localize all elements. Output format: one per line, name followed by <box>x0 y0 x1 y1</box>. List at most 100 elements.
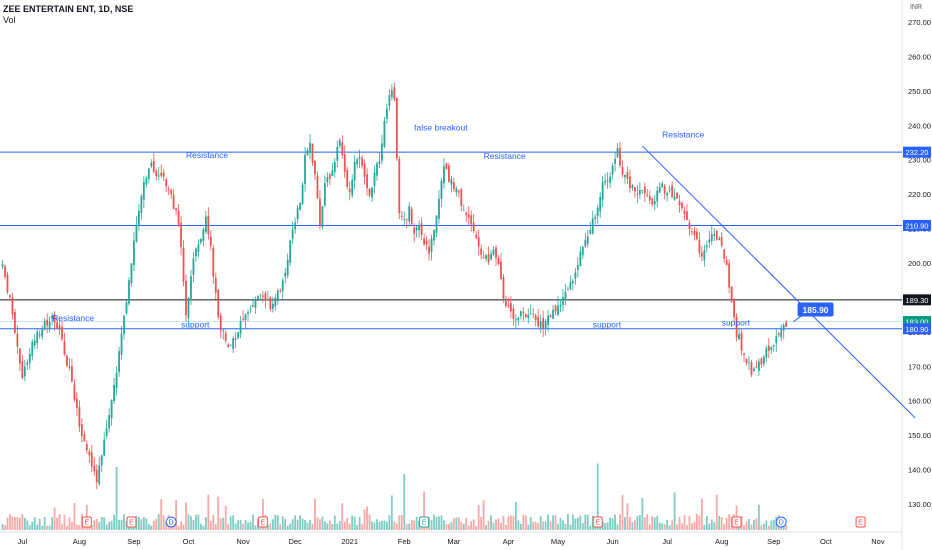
earnings-marker: E <box>126 516 137 528</box>
volume-bar <box>514 501 517 530</box>
candle-body <box>452 182 455 190</box>
candle <box>629 169 631 193</box>
candle <box>338 138 341 149</box>
candle-body <box>569 281 572 290</box>
volume-bar <box>549 521 552 530</box>
candle-body <box>775 336 778 344</box>
candle <box>619 141 621 168</box>
candle <box>661 180 664 188</box>
candle-body <box>770 347 773 351</box>
time-tick-label: May <box>551 537 565 546</box>
candle-body <box>157 175 160 177</box>
volume-bar <box>433 514 435 530</box>
candle <box>336 140 339 168</box>
volume-bar <box>190 516 192 530</box>
symbol-title[interactable]: ZEE ENTERTAIN ENT, 1D, NSE <box>3 4 134 14</box>
candle <box>480 244 483 260</box>
candle <box>683 206 686 221</box>
candle-body <box>376 163 378 176</box>
candle-body <box>599 197 602 212</box>
volume-bar <box>197 514 200 530</box>
candle <box>433 229 435 246</box>
candle-body <box>656 190 659 202</box>
candle <box>740 329 743 356</box>
candle-body <box>415 227 418 231</box>
candle-body <box>700 252 703 257</box>
volume-bar <box>683 515 686 530</box>
volume-bar <box>182 524 185 530</box>
volume-bar <box>224 506 227 530</box>
volume-bar <box>398 515 401 530</box>
candle <box>207 207 210 240</box>
candle <box>443 157 445 189</box>
candle <box>381 134 383 165</box>
candle-body <box>661 183 664 187</box>
volume-bar <box>14 517 16 530</box>
candle <box>423 233 425 247</box>
candle-body <box>760 358 763 365</box>
volume-bar <box>651 516 654 530</box>
candle <box>723 249 726 264</box>
volume-bar <box>4 525 6 530</box>
candle-body <box>90 452 93 467</box>
candle-body <box>658 187 661 193</box>
candle <box>492 246 495 257</box>
candle-body <box>723 249 726 259</box>
candle <box>539 314 542 333</box>
candle-body <box>574 272 577 280</box>
candle-body <box>227 344 230 347</box>
volume-bar <box>321 516 324 530</box>
candle <box>301 182 304 206</box>
candle-body <box>681 202 683 208</box>
volume-bar <box>162 515 165 530</box>
candle <box>200 238 202 245</box>
candle-body <box>462 209 465 211</box>
candle-body <box>683 210 686 215</box>
candle-body <box>113 385 115 402</box>
candle-body <box>80 424 83 436</box>
candle <box>217 288 220 320</box>
candle-body <box>58 325 61 330</box>
candle <box>274 293 277 311</box>
volume-bar <box>219 518 222 530</box>
candle-body <box>33 340 36 346</box>
volume-bar <box>252 514 254 530</box>
price-level-label-text: 183.00 <box>906 318 929 327</box>
candle-body <box>750 362 753 375</box>
candle <box>527 308 530 324</box>
candle <box>78 400 81 433</box>
price-level-label-bg <box>903 294 931 306</box>
candle <box>314 160 316 181</box>
volume-bar <box>271 519 274 530</box>
candle-body <box>294 222 297 230</box>
candle-body <box>465 212 468 216</box>
candle-body <box>572 280 574 284</box>
volume-bar <box>165 521 168 530</box>
candle <box>452 177 455 192</box>
volume-bar <box>262 498 264 530</box>
candle <box>311 143 314 166</box>
volume-bar <box>743 524 745 530</box>
candle <box>279 288 282 293</box>
marker-letter: D <box>169 520 174 527</box>
candle <box>517 317 520 326</box>
candle-body <box>366 174 368 189</box>
candle-body <box>234 338 237 341</box>
candle-body <box>66 355 68 366</box>
candle <box>415 225 418 238</box>
candle <box>418 220 421 238</box>
volume-bar <box>492 522 495 530</box>
volume-indicator-label[interactable]: Vol <box>3 15 16 25</box>
candle-body <box>16 333 19 347</box>
candle-body <box>172 194 175 209</box>
candle <box>485 253 487 262</box>
price-level-label: 180.90 <box>903 323 931 335</box>
candle-body <box>217 289 220 318</box>
chart-annotation: false breakout <box>414 122 468 132</box>
candle-body <box>41 329 44 337</box>
candle-body <box>140 196 143 213</box>
candle <box>435 215 438 237</box>
candle <box>507 297 510 308</box>
